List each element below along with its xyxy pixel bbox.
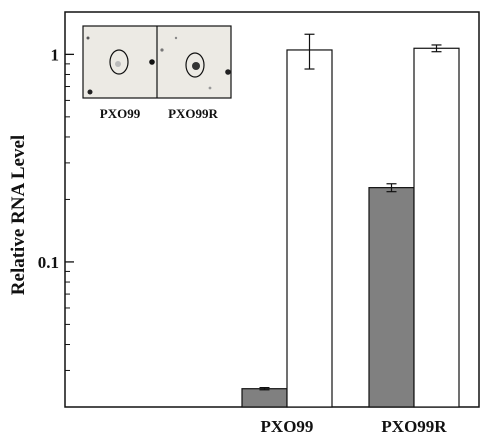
blot-spot	[115, 61, 121, 67]
y-axis-ticks: 0.11	[38, 45, 74, 408]
y-tick-label: 1	[51, 45, 60, 64]
y-tick-label: 0.1	[38, 253, 59, 272]
y-axis-title: Relative RNA Level	[8, 135, 29, 295]
blot-spot	[86, 36, 90, 40]
blot-spot	[225, 69, 231, 75]
blot-spot	[174, 36, 178, 40]
x-label-pxo99r: PXO99R	[381, 417, 447, 436]
bars	[241, 33, 460, 408]
bar-pxo99-series2	[286, 49, 333, 408]
bar-pxo99r-series2	[413, 47, 460, 408]
x-axis-labels: PXO99 PXO99R	[261, 417, 448, 436]
blot-spot	[160, 48, 164, 52]
highlight-circle	[109, 49, 129, 75]
blot-spot	[192, 62, 200, 70]
inset-label-pxo99: PXO99	[100, 106, 141, 121]
blot-spot	[149, 59, 155, 65]
inset-blot-image: PXO99 PXO99R	[82, 25, 232, 121]
blot-spot	[208, 86, 212, 90]
highlight-circle	[185, 52, 205, 78]
x-label-pxo99: PXO99	[261, 417, 314, 436]
bar-pxo99-series1	[241, 388, 288, 408]
blot-spot	[87, 89, 93, 95]
bar-pxo99r-series1	[368, 187, 415, 408]
inset-label-pxo99r: PXO99R	[168, 106, 218, 121]
